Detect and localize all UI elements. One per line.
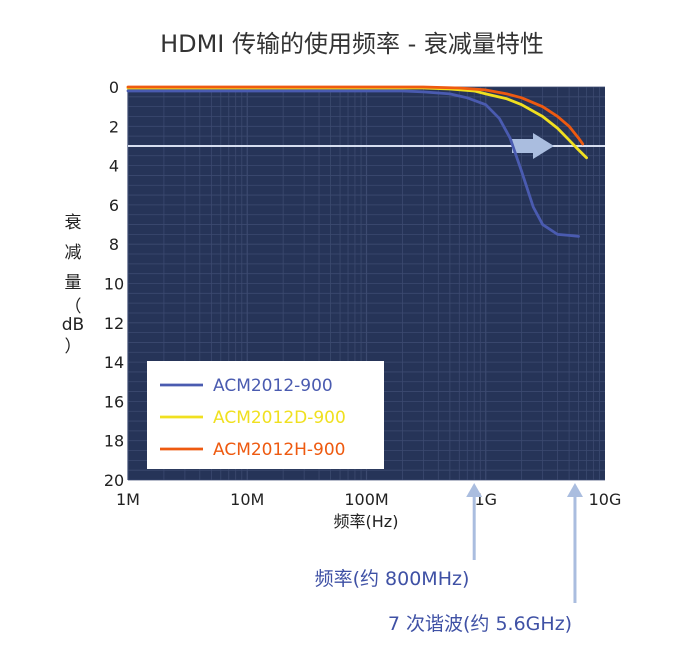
annotation-arrow-head	[566, 483, 583, 497]
y-axis-label-char: 衰	[65, 213, 82, 233]
y-tick-label: 18	[104, 432, 124, 451]
y-tick-label: 4	[109, 157, 119, 176]
annotations: 频率(约 800MHz) 7 次谐波(约 5.6GHz)	[315, 483, 583, 635]
y-tick-label: 14	[104, 353, 124, 372]
x-tick-labels: 1M 10M 100M 1G 10G	[116, 490, 621, 509]
series-line-acm2012-900	[126, 89, 580, 238]
x-axis-label: 频率(Hz)	[334, 512, 399, 531]
y-axis-label-char: （	[65, 297, 82, 317]
annotation-label: 7 次谐波(约 5.6GHz)	[388, 613, 572, 635]
y-axis-label-char: 量	[65, 273, 82, 293]
y-axis-label-char: dB	[62, 315, 84, 335]
y-tick-label: 10	[104, 275, 124, 294]
annotation-arrow-head	[466, 483, 483, 497]
chart-title: HDMI 传输的使用频率 - 衰减量特性	[160, 30, 544, 58]
x-tick-label: 1M	[116, 490, 140, 509]
legend-label: ACM2012-900	[213, 376, 333, 396]
y-tick-labels: 0 2 4 6 8 10 12 14 16 18 20	[104, 78, 124, 490]
x-tick-label: 10M	[230, 490, 264, 509]
series-layer	[126, 85, 588, 238]
y-tick-label: 12	[104, 314, 124, 333]
y-tick-label: 6	[109, 196, 119, 215]
y-axis-label-char: 减	[65, 243, 82, 263]
legend: ACM2012-900 ACM2012D-900 ACM2012H-900	[147, 361, 384, 469]
y-tick-label: 8	[109, 235, 119, 254]
y-tick-label: 16	[104, 392, 124, 411]
x-tick-label: 100M	[344, 490, 388, 509]
x-tick-label: 10G	[589, 490, 622, 509]
series-line-acm2012h-900	[126, 85, 585, 146]
legend-box	[147, 361, 384, 469]
threshold-arrow	[512, 132, 554, 159]
legend-label: ACM2012D-900	[213, 408, 346, 428]
y-tick-label: 2	[109, 117, 119, 136]
y-axis-label: 衰减量 （dB）	[62, 213, 84, 357]
y-tick-label: 0	[109, 78, 119, 97]
y-axis-label-char: ）	[65, 337, 82, 357]
y-tick-label: 20	[104, 471, 124, 490]
annotation-label: 频率(约 800MHz)	[315, 568, 470, 590]
legend-label: ACM2012H-900	[213, 440, 346, 460]
